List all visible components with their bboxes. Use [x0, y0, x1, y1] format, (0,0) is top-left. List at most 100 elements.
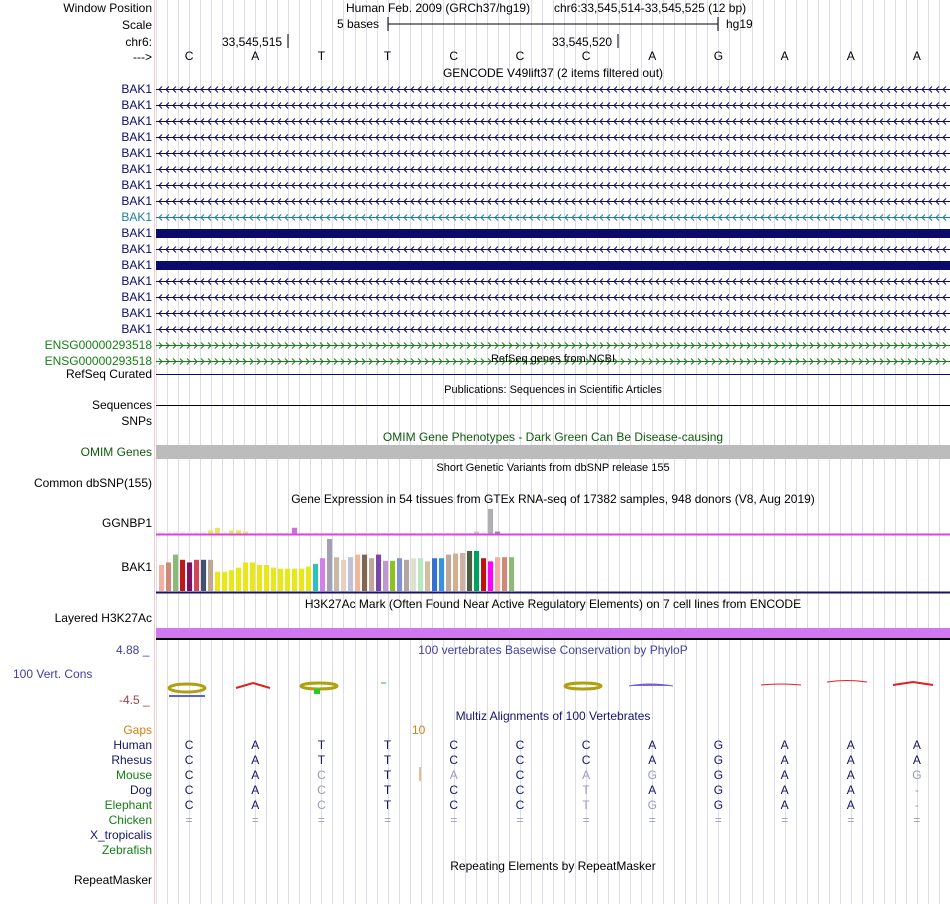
gtex-ggnbp1-bar	[355, 532, 361, 534]
gencode-row-label[interactable]: ENSG00000293518	[44, 354, 152, 368]
strand-arrow-label: --->	[133, 50, 152, 64]
multiz-species-label[interactable]: Zebrafish	[101, 843, 152, 857]
phylop-logo-a2	[235, 681, 271, 689]
multiz-base: C	[515, 783, 525, 797]
gtex-bak1-bar	[159, 565, 165, 591]
multiz-base: T	[383, 753, 392, 767]
phylop-logos[interactable]	[156, 0, 950, 700]
gtex-ggnbp1-bar	[334, 532, 340, 534]
track-label-h3k27ac[interactable]: Layered H3K27Ac	[54, 611, 152, 625]
scale-bar	[287, 17, 719, 48]
gtex-bak1-bar	[306, 566, 312, 591]
h3k27ac-signal-bar[interactable]	[156, 628, 950, 638]
multiz-base: C	[515, 798, 525, 812]
track-label-gtex-ggnbp1[interactable]: GGNBP1	[101, 516, 152, 530]
gencode-row-label[interactable]: BAK1	[121, 194, 152, 208]
gencode-feature	[156, 182, 950, 189]
gencode-feature	[156, 358, 950, 365]
multiz-base: G	[713, 753, 724, 767]
gencode-feature	[156, 229, 950, 238]
gencode-row-label[interactable]: BAK1	[121, 82, 152, 96]
multiz-species-label[interactable]: Mouse	[115, 768, 152, 782]
gencode-feature	[156, 310, 950, 317]
gtex-barchart[interactable]	[156, 0, 950, 600]
gtex-ggnbp1-bar	[257, 532, 263, 534]
gtex-bak1-bar	[215, 571, 221, 591]
gtex-ggnbp1-bar	[271, 532, 277, 534]
refseq-feature-line[interactable]	[156, 0, 950, 406]
multiz-gap-mark	[419, 767, 421, 781]
multiz-base: A	[780, 798, 789, 812]
tracks-panel[interactable]: Human Feb. 2009 (GRCh37/hg19) chr6:33,54…	[156, 0, 950, 904]
track-label-snps[interactable]: SNPs	[121, 414, 152, 428]
gtex-ggnbp1-bar	[180, 531, 186, 534]
track-label-refseq[interactable]: RefSeq Curated	[65, 367, 152, 381]
gtex-ggnbp1-bar	[481, 531, 487, 534]
gencode-row-label[interactable]: BAK1	[121, 162, 152, 176]
repeatmasker-track-title: Repeating Elements by RepeatMasker	[450, 859, 656, 873]
gencode-row-label[interactable]: ENSG00000293518	[44, 338, 152, 352]
track-label-repeatmasker[interactable]: RepeatMasker	[73, 873, 152, 887]
gtex-ggnbp1-bar	[264, 532, 270, 534]
multiz-base: C	[184, 768, 194, 782]
phylop-logo-a8	[628, 683, 674, 687]
multiz-species-label[interactable]: Rhesus	[111, 753, 152, 767]
multiz-base: A	[780, 738, 789, 752]
multiz-base: -	[914, 783, 919, 797]
track-label-omim[interactable]: OMIM Genes	[80, 445, 152, 459]
gencode-row-label[interactable]: BAK1	[121, 130, 152, 144]
gtex-ggnbp1-bar	[432, 532, 438, 534]
track-label-gtex-bak1[interactable]: BAK1	[121, 560, 152, 574]
multiz-base: C	[184, 738, 194, 752]
gtex-bak1-bar	[341, 559, 347, 591]
gtex-bak1-bar	[502, 557, 508, 591]
multiz-species-label[interactable]: Human	[113, 738, 152, 752]
h3k27ac-baseline	[156, 638, 950, 640]
gtex-ggnbp1-bar	[369, 532, 375, 534]
track-label-publications[interactable]: Sequences	[91, 398, 152, 412]
gtex-track-title: Gene Expression in 54 tissues from GTEx …	[291, 492, 815, 506]
gtex-bak1-bar	[271, 567, 277, 591]
base-letter: A	[846, 49, 855, 63]
multiz-species-label[interactable]: Chicken	[108, 813, 152, 827]
multiz-species-label[interactable]: X_tropicalis	[89, 828, 152, 842]
gencode-row-label[interactable]: BAK1	[121, 306, 152, 320]
gencode-row-label[interactable]: BAK1	[121, 146, 152, 160]
coord-label-1: 33,545,515	[222, 35, 283, 49]
multiz-base: C	[515, 753, 525, 767]
gencode-row-label[interactable]: BAK1	[121, 258, 152, 272]
multiz-gaps-label: Gaps	[123, 723, 152, 737]
track-label-phylop[interactable]: 100 Vert. Cons	[13, 667, 93, 681]
gencode-features[interactable]	[156, 0, 950, 365]
gtex-bak1-bar	[201, 559, 207, 591]
gtex-bak1-bar	[432, 558, 438, 591]
gencode-row-label[interactable]: BAK1	[121, 322, 152, 336]
gencode-row-label[interactable]: BAK1	[121, 274, 152, 288]
gtex-bak1-bar	[383, 560, 389, 591]
gtex-bak1-bar	[411, 558, 417, 591]
gtex-bak1-bar	[173, 554, 179, 591]
gencode-row-label[interactable]: BAK1	[121, 290, 152, 304]
gencode-row-label[interactable]: BAK1	[121, 226, 152, 240]
multiz-base: G	[713, 738, 724, 752]
gencode-row-label[interactable]: BAK1	[121, 114, 152, 128]
gencode-row-label[interactable]: BAK1	[121, 178, 152, 192]
multiz-base: A	[780, 783, 789, 797]
track-label-dbsnp[interactable]: Common dbSNP(155)	[33, 476, 152, 490]
multiz-species-label[interactable]: Dog	[129, 783, 152, 797]
gtex-bak1-bar	[446, 554, 452, 591]
multiz-base: C	[317, 783, 326, 797]
multiz-base: =	[714, 813, 722, 827]
base-letter: T	[317, 49, 326, 63]
gencode-feature	[156, 342, 950, 349]
gencode-row-label[interactable]: BAK1	[121, 210, 152, 224]
multiz-base: C	[449, 738, 459, 752]
multiz-species-label[interactable]: Elephant	[104, 798, 152, 812]
gtex-bak1-bar	[397, 558, 403, 591]
multiz-base: C	[515, 768, 525, 782]
gencode-row-label[interactable]: BAK1	[121, 98, 152, 112]
omim-feature-bar[interactable]	[156, 445, 950, 459]
gencode-row-label[interactable]: BAK1	[121, 242, 152, 256]
multiz-base: C	[184, 753, 194, 767]
gtex-bak1-bar	[187, 562, 193, 591]
